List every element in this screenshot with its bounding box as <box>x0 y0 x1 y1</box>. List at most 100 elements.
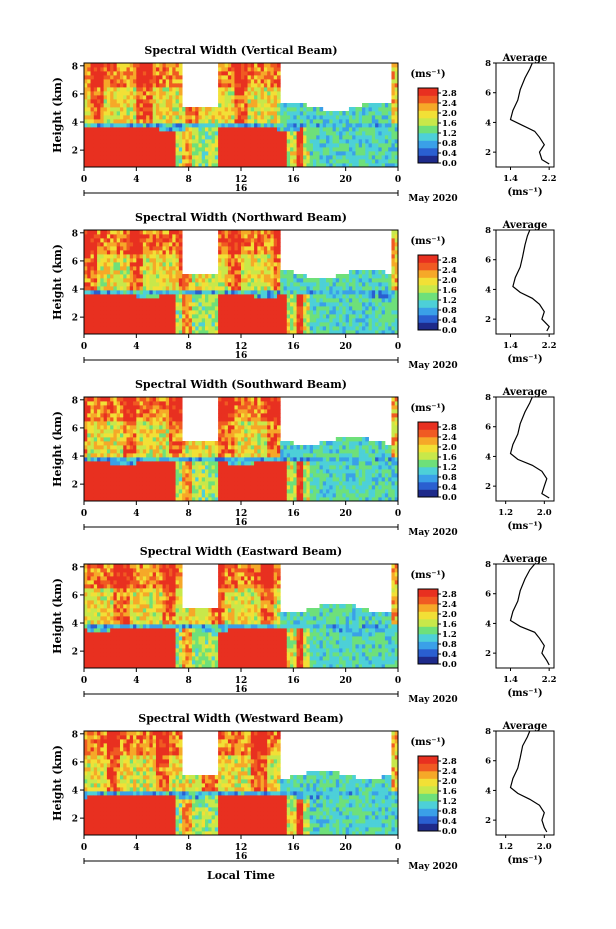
heatmap-cell <box>165 453 170 458</box>
heatmap-cell <box>332 123 337 128</box>
heatmap-cell <box>375 286 379 291</box>
heatmap-cell <box>97 67 101 72</box>
heatmap-cell <box>119 282 124 287</box>
heatmap-cell <box>113 79 118 84</box>
heatmap-cell <box>339 143 343 148</box>
heatmap-cell <box>312 322 317 327</box>
heatmap-cell <box>381 290 386 295</box>
heatmap-cell <box>296 119 301 124</box>
heatmap-cell <box>165 254 170 259</box>
heatmap-cell <box>191 131 196 136</box>
heatmap-cell <box>237 322 242 327</box>
heatmap-cell <box>257 103 262 108</box>
heatmap-cell <box>119 127 124 132</box>
heatmap-cell <box>368 274 373 279</box>
heatmap-cell <box>234 282 239 287</box>
heatmap-cell <box>335 314 340 319</box>
heatmap-cell <box>270 266 275 271</box>
heatmap-cell <box>175 302 180 307</box>
heatmap-cell <box>231 103 235 108</box>
heatmap-cell <box>283 147 288 152</box>
heatmap-cell <box>97 425 101 430</box>
heatmap-cell <box>283 131 288 136</box>
heatmap-cell <box>84 115 88 120</box>
heatmap-cell <box>146 433 150 438</box>
heatmap-cell <box>326 294 330 299</box>
heatmap-cell <box>139 461 144 466</box>
heatmap-cell <box>175 258 180 263</box>
heatmap-cell <box>381 322 386 327</box>
heatmap-cell <box>103 417 108 422</box>
heatmap-cell <box>84 326 88 331</box>
heatmap-cell <box>290 274 294 279</box>
heatmap-cell <box>391 330 396 335</box>
heatmap-cell <box>247 95 252 100</box>
heatmap-cell <box>90 413 95 418</box>
heatmap-cell <box>119 401 124 406</box>
heatmap-cell <box>172 461 176 466</box>
heatmap-cell <box>133 429 137 434</box>
heatmap-cell <box>90 401 95 406</box>
heatmap-cell <box>227 322 232 327</box>
heatmap-cell <box>175 278 180 283</box>
heatmap-cell <box>352 127 356 132</box>
heatmap-cell <box>100 151 105 156</box>
heatmap-cell <box>162 306 167 311</box>
heatmap-cell <box>299 294 304 299</box>
colorbar-tick-label: 2.4 <box>442 99 457 109</box>
heatmap-cell <box>384 330 389 335</box>
heatmap-cell <box>208 119 212 124</box>
heatmap-cell <box>188 449 193 454</box>
heatmap-cell <box>100 246 105 251</box>
heatmap-cell <box>97 119 101 124</box>
heatmap-cell <box>93 107 98 112</box>
heatmap-cell <box>87 457 91 462</box>
heatmap-cell <box>237 123 242 128</box>
heatmap-cell <box>244 286 248 291</box>
heatmap-cell <box>87 83 91 88</box>
heatmap-cell <box>342 123 347 128</box>
heatmap-cell <box>322 278 327 283</box>
heatmap-cell <box>159 298 163 303</box>
heatmap-cell <box>355 159 360 164</box>
heatmap-cell <box>93 401 98 406</box>
heatmap-cell <box>293 127 297 132</box>
heatmap-cell <box>126 421 131 426</box>
heatmap-cell <box>371 318 376 323</box>
heatmap-cell <box>371 298 376 303</box>
heatmap-cell <box>231 298 235 303</box>
heatmap-cell <box>149 473 154 478</box>
heatmap-cell <box>227 131 232 136</box>
heatmap-cell <box>142 79 147 84</box>
heatmap-cell <box>276 111 281 116</box>
heatmap-cell <box>296 115 301 120</box>
heatmap-cell <box>378 294 383 299</box>
heatmap-cell <box>133 71 137 76</box>
heatmap-cell <box>205 322 209 327</box>
heatmap-cell <box>326 290 330 295</box>
heatmap-cell <box>208 282 212 287</box>
heatmap-cell <box>126 91 131 96</box>
heatmap-cell <box>322 131 327 136</box>
heatmap-cell <box>270 310 275 315</box>
heatmap-cell <box>175 437 180 442</box>
heatmap-cell <box>142 135 147 140</box>
heatmap-cell <box>136 397 140 402</box>
heatmap-cell <box>106 79 111 84</box>
heatmap-cell <box>309 143 314 148</box>
heatmap-cell <box>116 413 121 418</box>
heatmap-cell <box>126 99 131 104</box>
heatmap-cell <box>263 147 268 152</box>
heatmap-cell <box>113 318 118 323</box>
heatmap-cell <box>165 314 170 319</box>
heatmap-cell <box>247 278 252 283</box>
heatmap-cell <box>119 437 124 442</box>
heatmap-cell <box>257 91 262 96</box>
heatmap-cell <box>142 457 147 462</box>
heatmap-cell <box>234 242 239 247</box>
heatmap-cell <box>303 115 307 120</box>
heatmap-cell <box>129 270 134 275</box>
heatmap-cell <box>178 67 183 72</box>
heatmap-cell <box>368 123 373 128</box>
heatmap-cell <box>142 270 147 275</box>
